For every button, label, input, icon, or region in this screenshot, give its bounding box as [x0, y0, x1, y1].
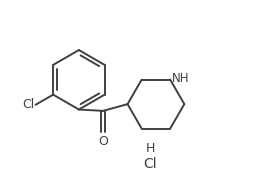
- Text: NH: NH: [172, 72, 190, 85]
- Text: Cl: Cl: [144, 157, 157, 170]
- Text: O: O: [98, 135, 108, 148]
- Text: H: H: [146, 142, 155, 155]
- Text: Cl: Cl: [22, 98, 34, 111]
